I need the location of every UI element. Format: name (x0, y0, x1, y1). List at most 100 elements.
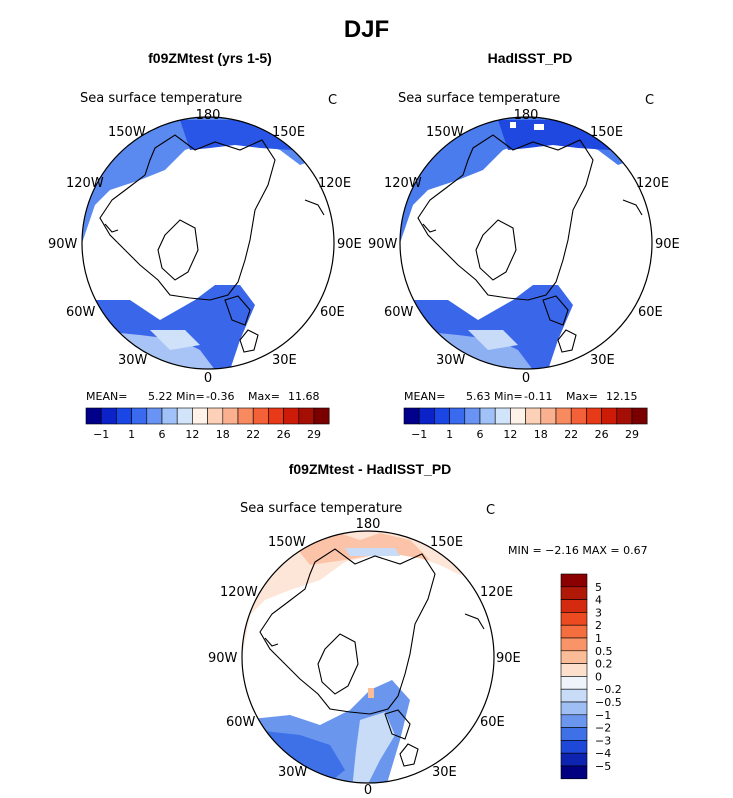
panel3-minmax: MIN = −2.16 MAX = 0.67 (508, 544, 648, 557)
panel1-mean-value: 5.22 (148, 390, 173, 403)
colorbar-tick-label: 29 (625, 428, 639, 441)
panel3-lon-30e: 30E (432, 765, 457, 780)
colorbar-swatch (525, 407, 542, 425)
panel1-lon-150w: 150W (108, 125, 146, 140)
colorbar-swatch (283, 407, 300, 425)
colorbar-tick-label: 6 (159, 428, 166, 441)
panel2-min-value: -0.11 (524, 390, 552, 403)
panel1-title: f09ZMtest (yrs 1-5) (148, 50, 272, 66)
panel1-max-value: 11.68 (288, 390, 320, 403)
colorbar-swatch (449, 407, 466, 425)
colorbar-swatch (464, 407, 481, 425)
colorbar-tick-label: 22 (246, 428, 260, 441)
panel3-units: C (486, 503, 495, 518)
colorbar-swatch (116, 407, 132, 425)
colorbar-swatch (494, 407, 511, 425)
panel1-lon-0: 0 (204, 371, 212, 386)
panel2-lon-90e: 90E (655, 237, 680, 252)
panel1-lon-30e: 30E (272, 353, 297, 368)
colorbar-tick-label: −1 (411, 428, 427, 441)
panel1-lon-90e: 90E (337, 237, 362, 252)
panel1-lon-60e: 60E (320, 305, 345, 320)
colorbar-swatch (560, 752, 588, 767)
colorbar-swatch (560, 676, 588, 690)
panel2-lon-120w: 120W (384, 176, 422, 191)
panel3-diff-warm-patch (368, 688, 374, 698)
colorbar-tick-label: 1 (128, 428, 135, 441)
panel1-lon-120w: 120W (66, 176, 104, 191)
panel3-lon-0: 0 (364, 783, 372, 798)
panel3-lon-30w: 30W (278, 765, 308, 780)
colorbar-swatch (237, 407, 254, 425)
colorbar-swatch (161, 407, 178, 425)
panel1-max-label: Max= (248, 390, 280, 403)
colorbar-swatch (192, 407, 208, 425)
colorbar-swatch (560, 637, 588, 652)
colorbar-swatch (555, 407, 572, 425)
panel1-map: Sea surface temperature C 180 150E 120E … (48, 91, 362, 441)
panel3-lon-150e: 150E (430, 535, 463, 550)
colorbar-swatch (570, 407, 587, 425)
panel1-coastlines (99, 134, 325, 353)
colorbar-swatch (313, 407, 330, 425)
panel1-min-value: -0.36 (206, 390, 234, 403)
panel1-map-border (81, 116, 335, 370)
panel2-lon-60w: 60W (384, 305, 414, 320)
colorbar-swatch (616, 407, 633, 425)
panel1-lon-labels: 180 150E 120E 90E 60E 30E 0 30W 60W 90W … (48, 108, 362, 386)
colorbar-tick-label: 18 (534, 428, 548, 441)
colorbar-swatch (85, 407, 102, 425)
colorbar-swatch (631, 407, 648, 425)
panel3-coastlines (259, 548, 485, 767)
colorbar-swatch (418, 407, 435, 425)
colorbar-swatch (268, 407, 284, 425)
panel2-units: C (645, 93, 654, 108)
colorbar-swatch (560, 612, 588, 626)
colorbar-tick-label: 2 (595, 619, 602, 632)
colorbar-swatch (560, 688, 588, 703)
colorbar-swatch (540, 407, 557, 425)
colorbar-tick-label: 1 (595, 632, 602, 645)
panel2-lon-30w: 30W (436, 353, 466, 368)
colorbar-tick-label: −1 (93, 428, 109, 441)
panel3-lon-90e: 90E (496, 651, 521, 666)
colorbar-swatch (146, 407, 163, 425)
panel3-diff-nordic (352, 712, 395, 783)
panel1-lon-120e: 120E (318, 176, 351, 191)
panel2-lon-90w: 90W (368, 237, 398, 252)
panel2-sst-gulfstream (468, 330, 518, 350)
panel3-map: Sea surface temperature C MIN = −2.16 MA… (208, 501, 648, 798)
panel3-title: f09ZMtest - HadISST_PD (288, 461, 452, 477)
panel3-lon-180: 180 (356, 517, 381, 532)
panel2-max-label: Max= (566, 390, 598, 403)
colorbar-swatch (403, 407, 420, 425)
colorbar-tick-label: 29 (307, 428, 321, 441)
panel2-lon-30e: 30E (590, 353, 615, 368)
panel1-mean-label: MEAN= (86, 390, 127, 403)
panel1-sst-gulfstream (150, 330, 200, 350)
colorbar-tick-label: −0.2 (595, 683, 622, 696)
colorbar-swatch (586, 407, 602, 425)
colorbar-swatch (560, 573, 588, 588)
colorbar-swatch (100, 407, 117, 425)
panel1-field-label: Sea surface temperature (80, 91, 242, 106)
colorbar-swatch (560, 701, 588, 716)
colorbar-swatch (560, 727, 588, 741)
panel3-map-body: 180 150E 120E 90E 60E 30E 0 30W 60W 90W … (208, 517, 521, 798)
panel3-lon-labels: 180 150E 120E 90E 60E 30E 0 30W 60W 90W … (208, 517, 521, 798)
colorbar-tick-label: 12 (185, 428, 199, 441)
colorbar-tick-label: 12 (503, 428, 517, 441)
panel1-map-body: 180 150E 120E 90E 60E 30E 0 30W 60W 90W … (48, 108, 362, 386)
panel2-lon-0: 0 (522, 371, 530, 386)
colorbar-swatch (252, 407, 269, 425)
panel2-sst-ice-patch (534, 124, 544, 130)
colorbar-swatch (560, 714, 588, 728)
panel3-lon-60w: 60W (226, 715, 256, 730)
colorbar-swatch (479, 407, 496, 425)
panel2-mean-value: 5.63 (466, 390, 491, 403)
colorbar-swatch (298, 407, 315, 425)
colorbar-swatch (131, 407, 148, 425)
panel3-lon-60e: 60E (480, 715, 505, 730)
panel1-stats: MEAN= 5.22 Min= -0.36 Max= 11.68 (86, 390, 320, 403)
panel2-lon-120e: 120E (636, 176, 669, 191)
